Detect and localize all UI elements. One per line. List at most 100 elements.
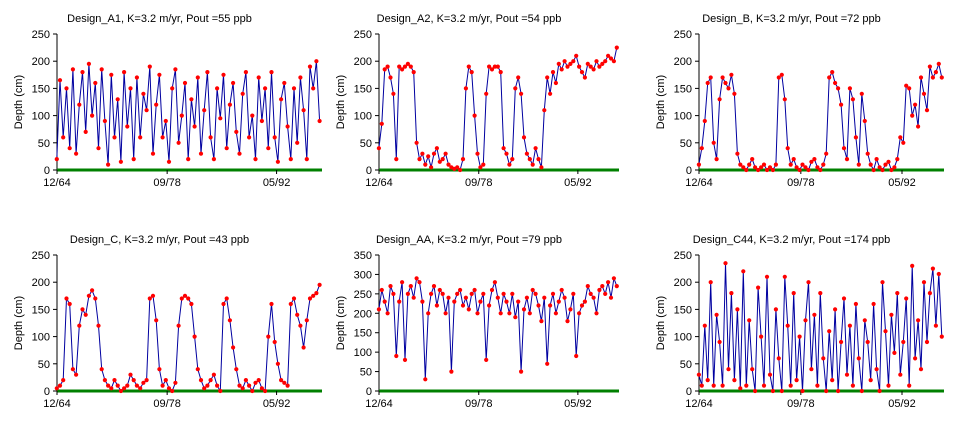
- data-point: [776, 356, 781, 361]
- data-point: [723, 80, 728, 86]
- data-point: [481, 291, 486, 296]
- data-point: [603, 59, 608, 64]
- data-point: [767, 372, 773, 377]
- series-line: [56, 61, 321, 165]
- data-point: [376, 146, 381, 151]
- data-point: [170, 86, 175, 91]
- data-point: [568, 307, 573, 312]
- data-point: [824, 151, 829, 156]
- data-point: [227, 102, 232, 107]
- y-axis-label: Depth (cm): [655, 296, 667, 350]
- data-point: [391, 291, 396, 296]
- data-point: [773, 307, 779, 312]
- data-point: [198, 378, 204, 383]
- data-point: [282, 380, 287, 385]
- data-point: [115, 97, 120, 102]
- data-point: [729, 72, 734, 77]
- data-point: [279, 97, 284, 102]
- x-tick-label: 09/78: [787, 177, 815, 189]
- data-point: [696, 372, 702, 377]
- y-tick-label: 50: [38, 138, 50, 150]
- data-point: [513, 86, 518, 91]
- data-point: [585, 61, 590, 66]
- data-point: [54, 386, 59, 391]
- data-point: [608, 56, 614, 61]
- data-point: [80, 307, 85, 312]
- data-point: [469, 70, 474, 75]
- data-point: [426, 154, 431, 159]
- y-tick-label: 200: [354, 308, 372, 320]
- data-point: [118, 388, 123, 394]
- data-point: [936, 61, 941, 66]
- data-point: [764, 274, 770, 279]
- data-point: [166, 159, 172, 164]
- data-point: [606, 280, 611, 285]
- data-point: [458, 167, 463, 173]
- series-line: [378, 277, 618, 380]
- data-point: [883, 162, 888, 167]
- data-point: [186, 296, 191, 301]
- data-point: [588, 64, 593, 69]
- data-point: [54, 157, 59, 162]
- data-point: [874, 367, 879, 372]
- data-point: [574, 53, 579, 58]
- data-point: [400, 67, 405, 72]
- data-point: [307, 64, 313, 69]
- data-point: [565, 64, 570, 69]
- data-point: [859, 91, 864, 96]
- data-point: [898, 135, 903, 140]
- data-point: [880, 280, 885, 285]
- data-point: [791, 291, 796, 296]
- data-point: [195, 367, 200, 372]
- data-point: [90, 113, 95, 118]
- data-point: [449, 369, 454, 374]
- data-point: [738, 162, 743, 167]
- data-point: [916, 318, 921, 323]
- data-point: [818, 167, 823, 173]
- x-tick-label: 05/92: [263, 398, 291, 410]
- data-point: [64, 86, 69, 91]
- y-tick-label: 100: [354, 347, 372, 359]
- data-point: [582, 299, 588, 304]
- data-point: [109, 386, 114, 391]
- data-point: [516, 75, 521, 80]
- data-point: [785, 323, 790, 328]
- data-point: [234, 367, 239, 372]
- data-point: [128, 86, 133, 91]
- data-point: [463, 86, 468, 91]
- data-point: [247, 135, 252, 140]
- data-point: [556, 299, 561, 304]
- data-point: [530, 287, 535, 293]
- data-point: [314, 59, 319, 64]
- x-tick-label: 09/78: [465, 398, 493, 410]
- data-point: [379, 121, 384, 126]
- series-line: [698, 62, 943, 172]
- data-point: [904, 296, 909, 301]
- data-point: [402, 357, 408, 362]
- data-point: [809, 367, 814, 372]
- data-point: [933, 70, 939, 75]
- data-point: [542, 108, 547, 113]
- data-point: [559, 67, 564, 72]
- data-point: [571, 291, 576, 296]
- x-tick-label: 05/92: [263, 177, 291, 189]
- data-point: [189, 97, 194, 102]
- y-tick-label: 150: [354, 328, 372, 340]
- data-point: [311, 293, 316, 298]
- data-point: [391, 91, 396, 96]
- data-point: [533, 146, 538, 151]
- data-point: [553, 311, 559, 316]
- data-point: [939, 334, 944, 339]
- y-tick-label: 200: [32, 56, 50, 68]
- data-point: [521, 307, 527, 312]
- data-point: [285, 124, 290, 129]
- data-point: [720, 383, 725, 388]
- data-point: [298, 323, 303, 328]
- data-point: [202, 386, 207, 391]
- data-point: [735, 151, 740, 156]
- data-point: [388, 75, 393, 80]
- x-tick-label: 09/78: [787, 398, 815, 410]
- data-point: [773, 162, 779, 167]
- data-point: [806, 280, 811, 285]
- data-point: [266, 146, 271, 151]
